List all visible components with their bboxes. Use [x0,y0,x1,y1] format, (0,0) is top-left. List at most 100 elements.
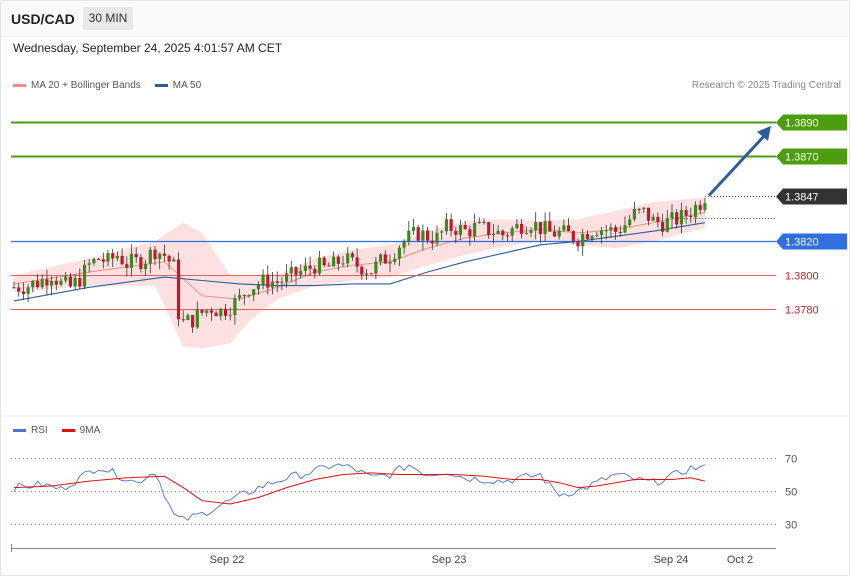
candle-body [670,212,674,219]
ma50-swatch [154,84,168,87]
candle-body [125,264,129,268]
candle-body [679,210,683,225]
candle-body [209,310,213,313]
candle-body [538,222,542,235]
candle-body [82,264,87,287]
level-tag-1.3820 [776,233,847,250]
candle-body [26,287,30,295]
candle-body [50,280,54,286]
candle-body [233,298,237,316]
candle-body [590,236,594,239]
candle-body [595,235,599,237]
candle-body [552,231,557,237]
candle-body [346,253,350,264]
current-price-label: 1.3847 [785,192,819,204]
top-bar: USD/CAD 30 MIN [0,0,850,37]
candle-body [275,281,279,283]
candle-body [97,258,101,260]
candle-body [78,277,82,287]
candle-body [153,249,157,260]
candle-body [698,204,702,210]
candle-body [252,289,256,296]
projection-line [707,131,769,197]
candle-body [68,276,72,287]
candle-body [285,273,289,283]
candle-body [632,208,636,220]
candle-body [322,257,326,266]
candle-body [393,258,397,262]
price-levels: 1.3890 1.3870 1.3847 1.3820 1.3800 1.3780 [11,114,847,317]
candle-body [426,230,430,241]
candle-body [501,230,505,236]
candle-body [609,227,613,231]
ma50-legend-label: MA 50 [172,80,202,91]
current-price-tag [776,188,847,205]
candle-body [397,247,401,259]
candle-body [129,253,134,268]
candle-body [332,256,336,267]
candle-body [458,224,463,235]
candle-body [487,222,491,236]
candle-body [101,259,105,262]
candle-body [35,280,40,288]
candle-body [656,216,660,222]
candle-body [364,273,369,275]
rsi-line [13,463,706,521]
candle-body [350,253,354,258]
candle-body [529,230,533,233]
x-tick-label: Sep 23 [432,554,467,566]
rsi-tick-50: 50 [785,487,797,499]
candlesticks [12,197,707,333]
level-label-1.3870: 1.3870 [785,152,819,164]
level-label-1.3780: 1.3780 [785,305,819,317]
candle-body [402,241,406,248]
candle-body [524,232,528,234]
projection-arrow [707,125,771,197]
candle-body [599,230,604,236]
candle-body [576,241,580,247]
candle-body [256,285,260,290]
ma20-legend-label: MA 20 + Bollinger Bands [31,80,141,91]
candle-body [411,227,416,231]
candle-body [195,309,199,328]
candle-body [614,227,618,232]
timeframe-button[interactable]: 30 MIN [83,7,133,30]
candle-body [111,253,115,259]
candle-body [120,255,124,265]
x-tick-label: Sep 22 [210,554,245,566]
candle-body [21,291,25,295]
candle-body [646,207,651,221]
symbol-title: USD/CAD [11,11,75,27]
rsi-ma9-line [13,472,706,505]
candle-body [181,319,185,321]
candle-body [219,308,223,317]
candle-body [158,253,162,260]
candle-body [205,310,209,313]
candle-body [294,267,298,275]
candle-body [12,287,16,289]
candle-body [336,256,340,264]
x-tick-label: Oct 2 [727,554,753,566]
candle-body [496,230,500,235]
candle-body [379,254,383,262]
candle-body [200,309,204,313]
candle-body [468,229,472,237]
candle-body [54,280,58,285]
candle-body [482,221,486,223]
candle-body [280,282,284,284]
candle-body [557,230,561,237]
candle-body [355,257,359,267]
candle-body [623,225,627,233]
candle-body [191,315,195,328]
candle-body [440,231,444,233]
projection-arrowhead [757,125,771,141]
candle-body [299,270,303,275]
rsi-legend: RSI 9MA [13,425,100,436]
candle-body [684,210,688,216]
candle-body [247,295,251,297]
rsi-tick-70: 70 [785,454,797,466]
candle-body [585,234,589,239]
candle-body [144,263,148,269]
candle-body [327,265,331,267]
